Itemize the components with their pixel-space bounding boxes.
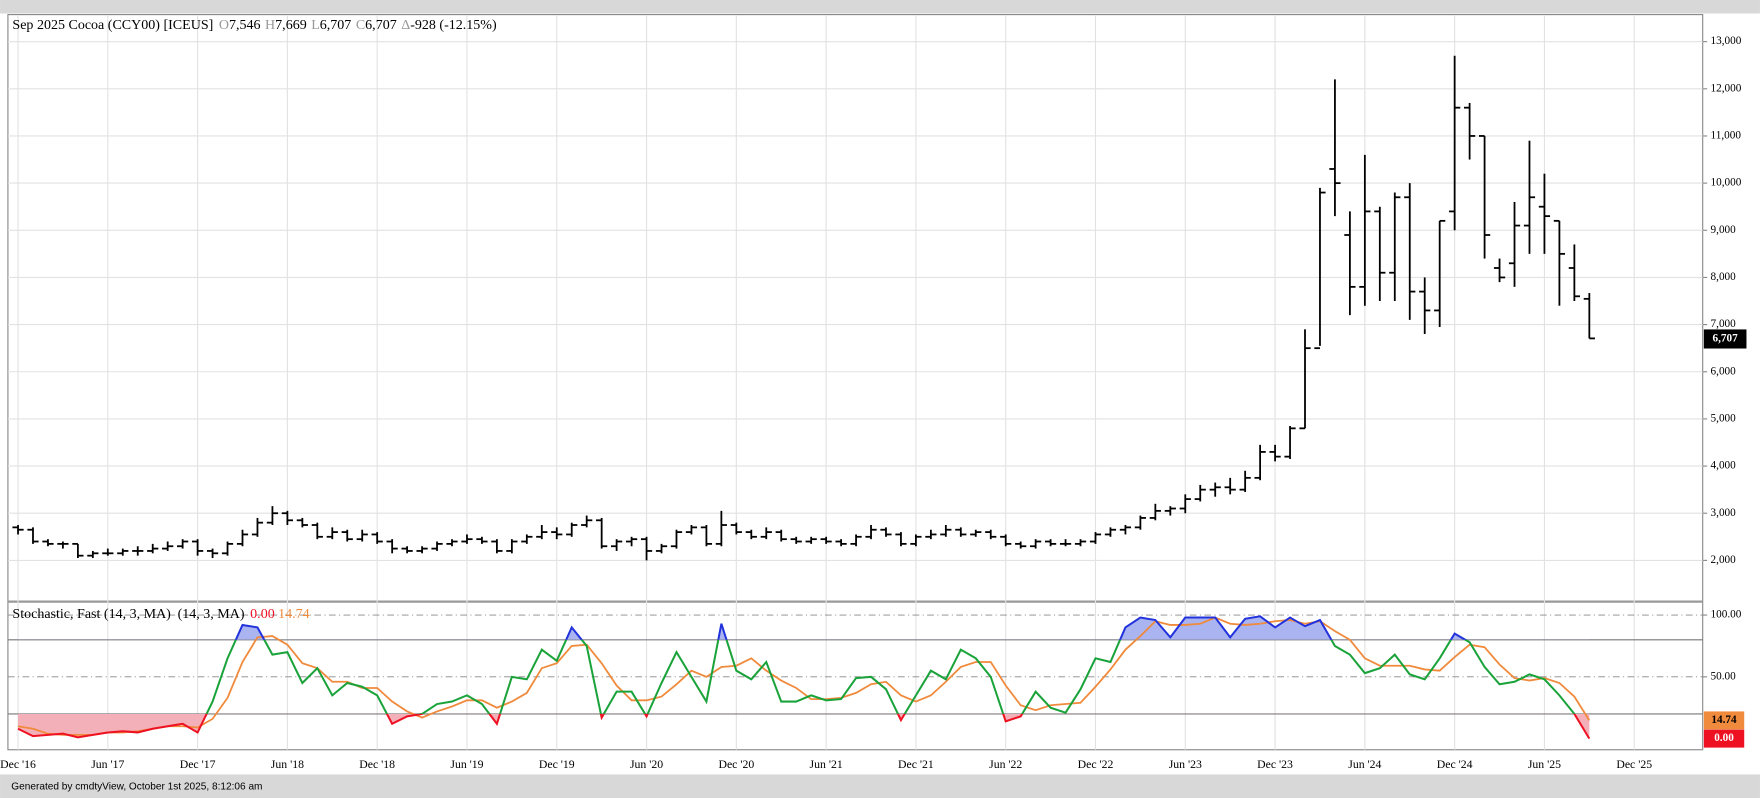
quote-value: -928 (-12.15%) (410, 18, 497, 33)
quote-value: 7,669 (275, 18, 307, 33)
indicator-title: Stochastic, Fast (14, 3, MA) (12, 607, 171, 622)
y-tick-label: 50.00 (1711, 670, 1737, 682)
y-tick-label: 6,000 (1711, 365, 1737, 377)
quote-value: 6,707 (365, 18, 397, 33)
y-tick-label: 12,000 (1711, 82, 1742, 94)
header: Sep 2025 Cocoa (CCY00) [ICEUS] O7,546 H7,6… (12, 18, 497, 33)
x-tick-label: Jun '23 (1169, 758, 1202, 771)
x-tick-label: Dec '16 (0, 758, 36, 771)
overbought-fill (18, 616, 1590, 640)
quote-value: 6,707 (320, 18, 352, 33)
x-tick-label: Jun '22 (989, 758, 1022, 771)
quote-value: 7,546 (229, 18, 261, 33)
x-tick-label: Dec '24 (1437, 758, 1473, 771)
d-tag-label: 14.74 (1711, 714, 1737, 726)
indicator-params: (14, 3, MA) (178, 607, 245, 622)
x-tick-label: Dec '20 (718, 758, 754, 771)
top-strip (0, 0, 1760, 14)
x-tick-label: Jun '18 (271, 758, 304, 771)
d-line (17, 616, 1591, 736)
y-tick-label: 100.00 (1711, 609, 1742, 621)
marks (12, 55, 1595, 740)
y-tick-label: 9,000 (1711, 224, 1737, 236)
quote-label: Δ (401, 18, 410, 33)
x-tick-label: Jun '20 (630, 758, 663, 771)
x-tick-label: Jun '17 (91, 758, 124, 771)
y-tick-label: 4,000 (1711, 460, 1737, 472)
d-value: 14.74 (278, 607, 310, 622)
quote-label: O (219, 18, 229, 33)
quote-label: C (356, 18, 365, 33)
oversold-fill (18, 713, 1590, 739)
x-tick-label: Dec '23 (1257, 758, 1293, 771)
k-tag-label: 0.00 (1714, 732, 1734, 744)
k-line (234, 615, 1468, 640)
y-tick-label: 5,000 (1711, 412, 1737, 424)
x-tick-label: Dec '22 (1078, 758, 1114, 771)
price-tag (1703, 329, 1747, 349)
x-tick-label: Jun '21 (810, 758, 843, 771)
d-tag (1703, 711, 1745, 730)
x-tick-label: Dec '21 (898, 758, 934, 771)
x-tick-label: Dec '25 (1616, 758, 1652, 771)
quote: O7,546 H7,669 L6,707 C6,707 Δ-928 (-12.15%) (219, 18, 497, 33)
header-title: Sep 2025 Cocoa (CCY00) [ICEUS] (12, 18, 213, 33)
footer-strip (0, 774, 1760, 798)
y-tick-label: 2,000 (1711, 554, 1737, 566)
grid (7, 15, 1703, 750)
k-tag (1703, 729, 1745, 748)
x-tick-label: Dec '17 (180, 758, 216, 771)
x-tick-label: Dec '18 (359, 758, 395, 771)
indicator-legend: Stochastic, Fast (14, 3, MA) (14, 3, MA) 0… (12, 607, 309, 622)
x-tick-label: Jun '19 (450, 758, 483, 771)
plot-frame (7, 14, 1704, 751)
quote-label: H (265, 18, 275, 33)
y-tick-label: 3,000 (1711, 507, 1737, 519)
y-tick-label: 11,000 (1711, 130, 1742, 142)
x-tick-label: Jun '25 (1528, 758, 1561, 771)
y-tick-label: 7,000 (1711, 318, 1737, 330)
y-tick-label: 8,000 (1711, 271, 1737, 283)
price-tag-label: 6,707 (1713, 333, 1739, 345)
footer: Generated by cmdtyView, October 1st 2025… (11, 781, 262, 792)
y-tick-label: 10,000 (1711, 177, 1742, 189)
quote-label: L (311, 18, 320, 33)
y-tick-label: 13,000 (1711, 35, 1742, 47)
x-tick-label: Dec '19 (539, 758, 575, 771)
x-tick-label: Jun '24 (1348, 758, 1381, 771)
k-value: 0.00 (250, 607, 275, 622)
k-line (205, 639, 1576, 714)
